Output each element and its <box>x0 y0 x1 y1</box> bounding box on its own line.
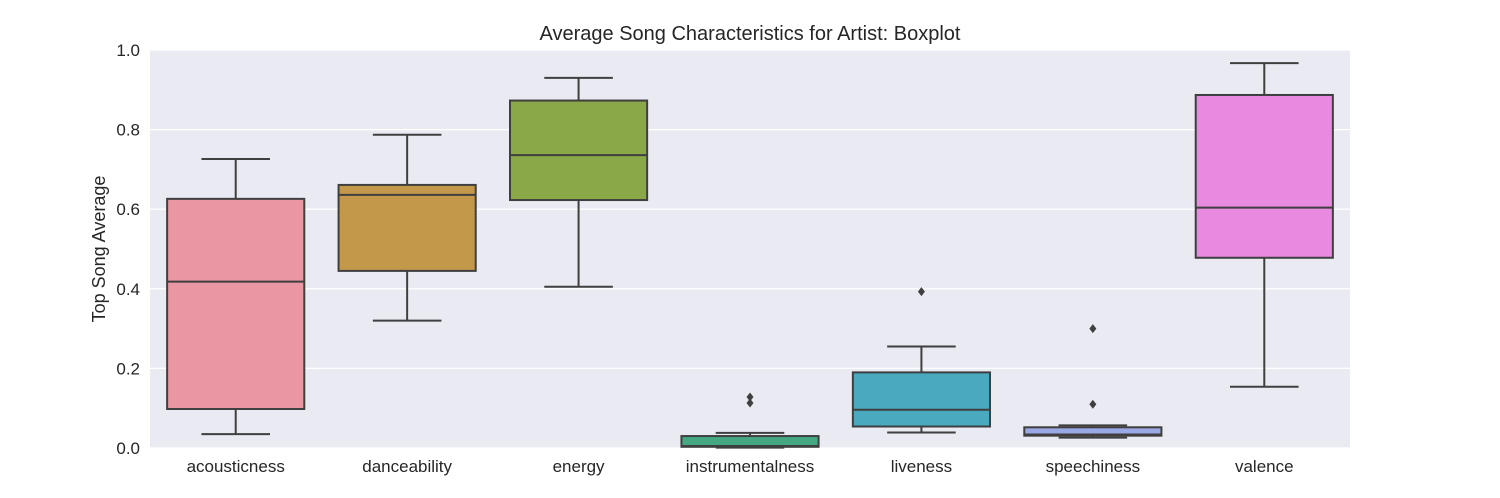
outlier-point <box>746 398 754 408</box>
box-danceability <box>337 133 477 322</box>
box-acousticness <box>166 158 306 436</box>
x-tick-label: valence <box>1235 457 1294 476</box>
x-tick-label: speechiness <box>1046 457 1141 476</box>
box-iqr <box>1194 93 1334 259</box>
box-iqr <box>851 371 991 428</box>
y-tick-label: 0.0 <box>116 439 140 458</box>
outlier-point <box>917 287 925 297</box>
outlier-point <box>1089 324 1097 334</box>
chart-title: Average Song Characteristics for Artist:… <box>540 23 961 45</box>
box-energy <box>509 76 649 288</box>
y-tick-label: 0.4 <box>116 280 140 299</box>
tick-labels: 0.0 0.2 0.4 0.6 0.8 1.0 acousticness danceabili… <box>116 41 1293 476</box>
y-tick-label: 0.6 <box>116 200 140 219</box>
outlier-point <box>1089 399 1097 409</box>
y-tick-label: 0.2 <box>116 359 140 378</box>
y-tick-label: 1.0 <box>116 41 140 60</box>
x-tick-label: danceability <box>362 457 452 476</box>
box-iqr <box>337 183 477 272</box>
box-iqr <box>166 197 306 410</box>
box-liveness <box>851 287 991 434</box>
plot-background <box>150 50 1350 448</box>
box-valence <box>1194 62 1334 388</box>
x-tick-label: liveness <box>891 457 952 476</box>
box-instrumentalness <box>680 392 820 449</box>
y-tick-label: 0.8 <box>116 121 140 140</box>
x-tick-label: energy <box>553 457 605 476</box>
box-iqr <box>509 99 649 202</box>
x-tick-label: instrumentalness <box>686 457 815 476</box>
box-iqr <box>1023 426 1163 437</box>
outlier-point <box>746 392 754 402</box>
box-speechiness <box>1023 324 1163 439</box>
x-tick-label: acousticness <box>187 457 285 476</box>
y-axis-label: Top Song Average <box>89 176 109 323</box>
box-series <box>166 62 1334 449</box>
